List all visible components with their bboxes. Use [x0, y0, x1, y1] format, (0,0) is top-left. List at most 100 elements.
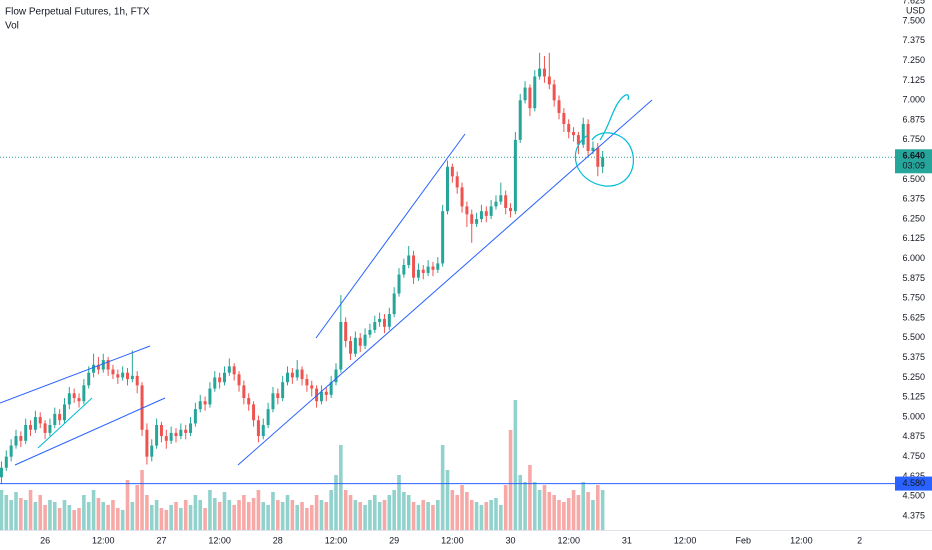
- candle-body: [358, 337, 362, 346]
- price-axis: [895, 0, 932, 530]
- volume-bar: [242, 495, 246, 530]
- candle-body: [329, 382, 333, 395]
- volume-bar: [300, 502, 304, 530]
- candle-body: [353, 337, 357, 354]
- volume-bar: [52, 502, 57, 530]
- candle-body: [499, 195, 503, 202]
- y-tick-label: 6.375: [902, 194, 925, 204]
- volume-bar: [285, 495, 290, 530]
- volume-bar: [77, 508, 81, 530]
- volume-bar: [528, 465, 532, 530]
- y-tick-label: 4.750: [902, 451, 925, 461]
- candle-body: [193, 409, 197, 424]
- candle-body: [572, 131, 576, 136]
- candle-body: [266, 409, 270, 425]
- candle-body: [373, 322, 377, 330]
- x-tick-label: 12:00: [674, 535, 697, 545]
- volume-bar: [523, 482, 527, 530]
- x-tick-label: 30: [506, 535, 516, 545]
- volume-bar: [542, 485, 547, 530]
- volume-bar: [188, 505, 193, 530]
- volume-bar: [319, 500, 324, 530]
- x-tick-label: 12:00: [790, 535, 813, 545]
- candle-body: [305, 379, 309, 386]
- volume-bar: [450, 490, 455, 530]
- y-tick-label: 5.625: [902, 312, 925, 322]
- volume-bar: [411, 502, 416, 530]
- x-tick-label: 12:00: [557, 535, 580, 545]
- y-tick-label: 6.875: [902, 114, 925, 124]
- y-tick-label: 6.125: [902, 233, 925, 243]
- candle-body: [300, 369, 304, 380]
- candle-body: [0, 467, 3, 478]
- volume-bar: [460, 485, 464, 530]
- x-tick-label: 26: [40, 535, 50, 545]
- candle-body: [9, 445, 13, 457]
- y-tick-label: 5.750: [902, 293, 925, 303]
- candle-body: [397, 274, 401, 294]
- volume-bar: [571, 490, 576, 530]
- candle-body: [368, 329, 372, 335]
- volume-bar: [503, 485, 508, 530]
- y-tick-label: 5.250: [902, 372, 925, 382]
- volume-bar: [96, 498, 101, 530]
- candle-body: [402, 265, 406, 275]
- volume-bar: [227, 500, 232, 530]
- volume-bar: [280, 502, 285, 530]
- volume-bar: [82, 495, 86, 530]
- candle-body: [586, 124, 590, 151]
- volume-bar: [149, 505, 154, 530]
- candle-body: [601, 157, 605, 167]
- y-tick-label: 6.250: [902, 213, 925, 223]
- freehand-circle: [574, 132, 634, 187]
- volume-bar: [251, 498, 256, 530]
- candle-body: [295, 369, 299, 378]
- volume-bar: [246, 502, 251, 530]
- candle-body: [591, 147, 595, 151]
- x-tick-label: Feb: [735, 535, 751, 545]
- candle-body: [252, 404, 256, 421]
- candle-body: [29, 424, 33, 430]
- candle-body: [470, 214, 474, 224]
- candle-body: [169, 432, 173, 441]
- volume-bar: [557, 500, 561, 530]
- candle-body: [513, 139, 517, 212]
- candle-body: [504, 195, 508, 208]
- volume-bar: [436, 500, 440, 530]
- candle-body: [150, 445, 154, 457]
- candle-body: [441, 211, 445, 264]
- volume-bar: [426, 502, 430, 530]
- trend-line: [237, 99, 653, 466]
- candle-body: [552, 84, 556, 101]
- volume-bar: [586, 492, 590, 530]
- overlay-layer: [0, 156, 895, 485]
- volume-bar: [125, 480, 130, 530]
- y-tick-label: 5.000: [902, 411, 925, 421]
- volume-bar: [581, 482, 586, 530]
- candle-body: [344, 322, 348, 342]
- candle-body: [237, 374, 241, 386]
- candle-body: [324, 391, 328, 395]
- x-tick-label: 27: [156, 535, 166, 545]
- volume-bar: [494, 498, 498, 530]
- volume-bar: [576, 495, 581, 530]
- volume-bar: [62, 500, 67, 530]
- volume-bar: [232, 505, 236, 530]
- volume-bar: [513, 400, 518, 530]
- candle-body: [489, 206, 493, 216]
- volume-bar: [266, 505, 270, 530]
- volume-bar: [416, 505, 421, 530]
- candle-body: [339, 322, 343, 370]
- candle-body: [562, 112, 566, 125]
- volume-bar: [421, 500, 426, 530]
- candle-body: [126, 372, 130, 380]
- candle-body: [222, 372, 226, 383]
- volume-layer: [0, 400, 605, 530]
- volume-bar: [595, 485, 600, 530]
- volume-bar: [455, 495, 459, 530]
- y-tick-label: 6.750: [902, 134, 925, 144]
- volume-bar: [532, 482, 537, 530]
- volume-bar: [145, 495, 149, 530]
- volume-bar: [329, 490, 333, 530]
- candle-body: [96, 364, 100, 370]
